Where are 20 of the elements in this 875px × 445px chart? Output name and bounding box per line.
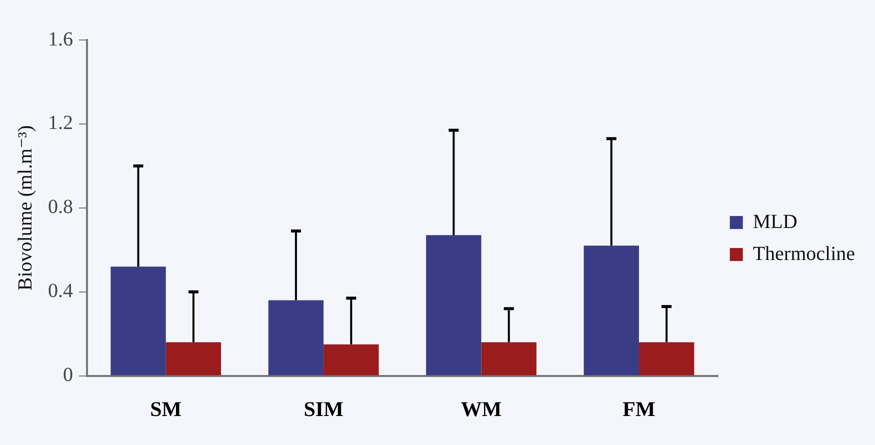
bar (324, 344, 379, 376)
y-tick-label: 1.2 (48, 112, 73, 134)
bar (426, 235, 482, 376)
y-tick-label: 1.6 (48, 28, 73, 50)
bar (584, 246, 639, 376)
y-axis-title: Biovolume (ml.m⁻³) (14, 125, 36, 291)
legend-label: Thermocline (752, 242, 856, 265)
x-tick-label: SM (150, 396, 182, 421)
y-tick-label: 0.8 (48, 196, 73, 218)
legend-label: MLD (752, 210, 798, 233)
y-tick-label: 0 (63, 364, 73, 386)
bar (481, 342, 536, 376)
x-tick-label: FM (622, 396, 656, 421)
x-tick-label: SIM (304, 396, 344, 421)
x-tick-label: WM (460, 396, 502, 421)
bar (638, 342, 694, 376)
y-tick-label: 0.4 (48, 280, 73, 302)
bar (268, 300, 324, 376)
bar (110, 266, 166, 376)
bar (166, 342, 222, 376)
